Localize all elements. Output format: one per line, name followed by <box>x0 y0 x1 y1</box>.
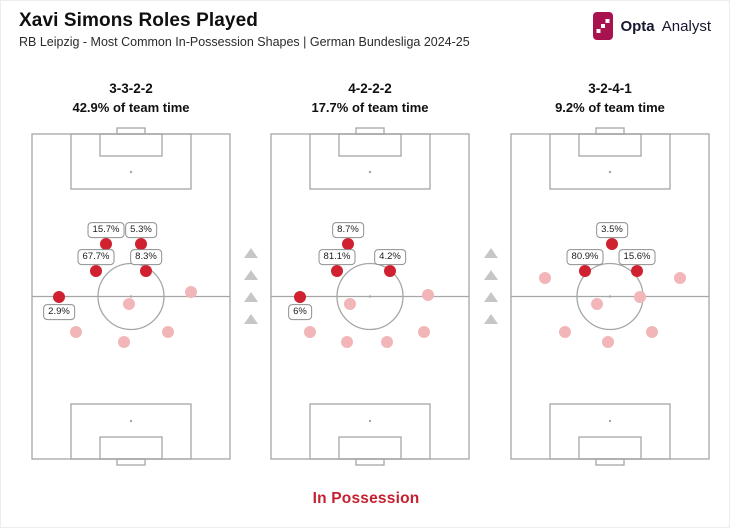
player-dot-faded <box>539 272 551 284</box>
up-arrow-icon <box>244 248 258 258</box>
player-dot-faded <box>381 336 393 348</box>
brand-name-opta: Opta <box>620 17 655 35</box>
direction-arrows-right <box>483 248 499 324</box>
player-dot-faded <box>185 286 197 298</box>
team-time-label: 42.9% of team time <box>72 100 190 115</box>
possession-label: In Possession <box>312 490 420 507</box>
player-dot-faded <box>418 326 430 338</box>
direction-arrows-left <box>243 248 259 324</box>
position-share-label: 80.9% <box>566 249 604 265</box>
player-dots-layer: 3.5% 80.9% 15.6% <box>510 127 710 466</box>
formation-label: 3-2-4-1 <box>588 81 632 96</box>
player-dot-highlighted <box>384 265 396 277</box>
player-dot-faded <box>674 272 686 284</box>
position-share-label: 15.6% <box>618 249 656 265</box>
player-dot-highlighted <box>579 265 591 277</box>
player-dot-highlighted <box>294 291 306 303</box>
pitch-3-3-2-2: 15.7% 5.3% 67.7% 8.3% 2.9% <box>31 127 231 466</box>
formation-label: 4-2-2-2 <box>348 81 392 96</box>
player-dot-faded <box>70 326 82 338</box>
player-dot-faded <box>634 291 646 303</box>
position-share-label: 6% <box>288 304 312 320</box>
position-share-label: 3.5% <box>596 222 628 238</box>
position-share-label: 4.2% <box>374 249 406 265</box>
page-subtitle: RB Leipzig - Most Common In-Possession S… <box>19 35 470 49</box>
player-dot-faded <box>559 326 571 338</box>
player-dot-highlighted <box>331 265 343 277</box>
player-dot-highlighted <box>631 265 643 277</box>
player-dot-faded <box>422 289 434 301</box>
brand-name-analyst: Analyst <box>661 17 711 35</box>
player-dots-layer: 8.7% 81.1% 4.2% 6% <box>270 127 470 466</box>
formation-header-3: 3-2-4-1 9.2% of team time <box>510 81 710 115</box>
position-share-label: 2.9% <box>43 304 75 320</box>
opta-analyst-logo: Opta Analyst <box>593 12 711 40</box>
player-dot-faded <box>341 336 353 348</box>
player-dot-highlighted <box>140 265 152 277</box>
player-dot-faded <box>304 326 316 338</box>
player-dot-highlighted <box>100 238 112 250</box>
formation-label: 3-3-2-2 <box>109 81 153 96</box>
player-dot-highlighted <box>53 291 65 303</box>
player-dot-faded <box>591 298 603 310</box>
player-dot-highlighted <box>606 238 618 250</box>
team-time-label: 17.7% of team time <box>311 100 429 115</box>
up-arrow-icon <box>484 248 498 258</box>
up-arrow-icon <box>484 314 498 324</box>
player-dot-faded <box>344 298 356 310</box>
team-time-label: 9.2% of team time <box>555 100 665 115</box>
player-dots-layer: 15.7% 5.3% 67.7% 8.3% 2.9% <box>31 127 231 466</box>
player-dot-faded <box>602 336 614 348</box>
up-arrow-icon <box>244 292 258 302</box>
position-share-label: 8.7% <box>332 222 364 238</box>
position-share-label: 5.3% <box>125 222 157 238</box>
position-share-label: 8.3% <box>130 249 162 265</box>
formation-header-1: 3-3-2-2 42.9% of team time <box>31 81 231 115</box>
player-dot-highlighted <box>342 238 354 250</box>
player-dot-highlighted <box>90 265 102 277</box>
player-dot-faded <box>123 298 135 310</box>
position-share-label: 67.7% <box>77 249 115 265</box>
page-title: Xavi Simons Roles Played <box>19 10 258 31</box>
pitch-3-2-4-1: 3.5% 80.9% 15.6% <box>510 127 710 466</box>
formation-header-2: 4-2-2-2 17.7% of team time <box>270 81 470 115</box>
position-share-label: 15.7% <box>87 222 125 238</box>
brand-text: Opta Analyst <box>620 18 711 35</box>
player-dot-faded <box>162 326 174 338</box>
player-dot-faded <box>646 326 658 338</box>
up-arrow-icon <box>244 314 258 324</box>
up-arrow-icon <box>484 292 498 302</box>
player-dot-faded <box>118 336 130 348</box>
player-dot-highlighted <box>135 238 147 250</box>
up-arrow-icon <box>484 270 498 280</box>
position-share-label: 81.1% <box>318 249 356 265</box>
pitch-4-2-2-2: 8.7% 81.1% 4.2% 6% <box>270 127 470 466</box>
up-arrow-icon <box>244 270 258 280</box>
opta-logo-icon <box>593 12 614 40</box>
